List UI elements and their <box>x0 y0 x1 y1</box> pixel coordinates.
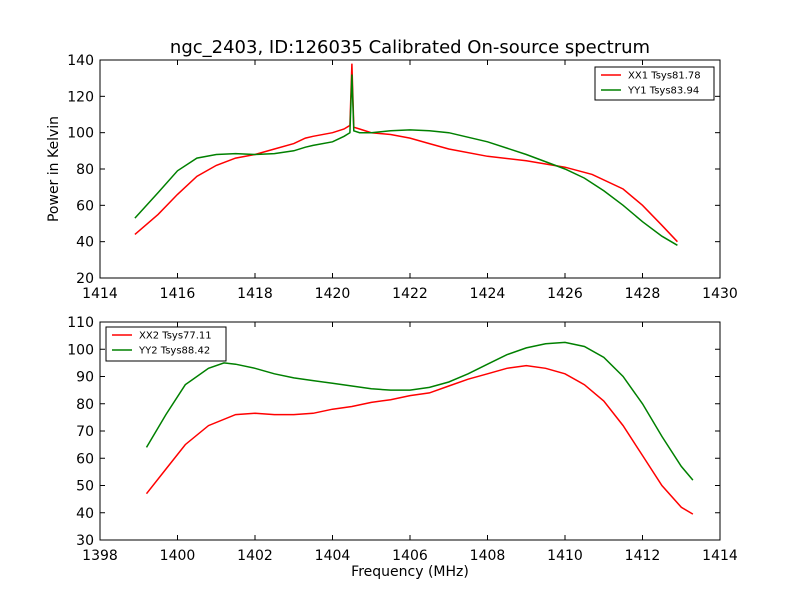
legend-box <box>105 326 227 362</box>
x-tick-label: 1410 <box>547 548 583 564</box>
x-tick-label: 1430 <box>702 286 738 302</box>
x-tick-label: 1414 <box>702 548 738 564</box>
y-tick-label: 20 <box>76 271 94 287</box>
y-tick-label: 50 <box>76 479 94 495</box>
x-tick-label: 1398 <box>82 548 118 564</box>
x-tick-label: 1404 <box>315 548 351 564</box>
y-tick-label: 100 <box>67 342 94 358</box>
y-tick-label: 30 <box>76 533 94 549</box>
x-tick-label: 1426 <box>547 286 583 302</box>
x-tick-label: 1412 <box>625 548 661 564</box>
y-tick-label: 40 <box>76 235 94 251</box>
x-tick-label: 1416 <box>160 286 196 302</box>
y-tick-label: 80 <box>76 397 94 413</box>
x-tick-label: 1400 <box>160 548 196 564</box>
x-tick-label: 1402 <box>237 548 273 564</box>
legend-label: XX1 Tsys81.78 <box>628 71 701 82</box>
y-tick-label: 140 <box>67 53 94 69</box>
y-tick-label: 90 <box>76 370 94 386</box>
x-tick-label: 1422 <box>392 286 428 302</box>
x-tick-label: 1414 <box>82 286 118 302</box>
series-line-xx2 <box>145 364 694 515</box>
top-spectrum-panel: 1414 1416 1418 1420 1422 1424 1426 1428 1430 20 40… <box>67 53 738 302</box>
y-tick-label: 70 <box>76 424 94 440</box>
y-tick-label: 80 <box>76 162 94 178</box>
chart-title: ngc_2403, ID:126035 Calibrated On-source… <box>170 37 650 58</box>
y-tick-label: 120 <box>67 89 94 105</box>
bottom-spectrum-panel: 1398 1400 1402 1404 1406 1408 1410 1412 1414 30 40… <box>67 315 738 564</box>
legend-box <box>594 66 715 101</box>
legend-label: YY2 Tsys88.42 <box>138 346 210 357</box>
legend-label: YY1 Tsys83.94 <box>627 86 699 97</box>
y-axis-label: Power in Kelvin <box>46 116 62 222</box>
y-tick-label: 110 <box>67 315 94 331</box>
x-tick-label: 1406 <box>392 548 428 564</box>
y-tick-label: 40 <box>76 506 94 522</box>
series-line-yy2 <box>145 341 694 481</box>
x-tick-label: 1424 <box>470 286 506 302</box>
legend: XX1 Tsys81.78 YY1 Tsys83.94 <box>594 66 715 101</box>
x-tick-label: 1420 <box>315 286 351 302</box>
y-tick-label: 60 <box>76 198 94 214</box>
x-tick-label: 1418 <box>237 286 273 302</box>
y-tick-label: 60 <box>76 451 94 467</box>
x-tick-label: 1428 <box>625 286 661 302</box>
legend-label: XX2 Tsys77.11 <box>139 331 212 342</box>
legend: XX2 Tsys77.11 YY2 Tsys88.42 <box>105 326 227 362</box>
x-axis-label: Frequency (MHz) <box>351 564 469 580</box>
series-line-yy1 <box>134 74 678 246</box>
x-tick-label: 1408 <box>470 548 506 564</box>
y-tick-label: 100 <box>67 126 94 142</box>
